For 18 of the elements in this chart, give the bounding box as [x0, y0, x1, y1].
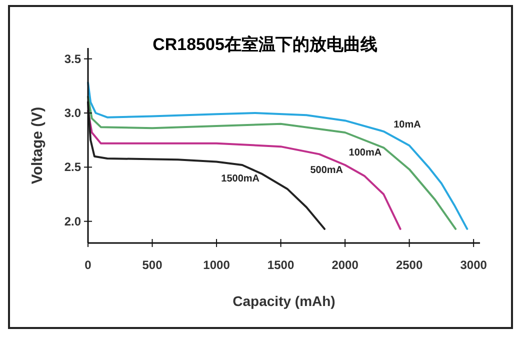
x-tick-label: 1000: [203, 258, 230, 272]
y-axis-title: Voltage (V): [29, 106, 46, 184]
x-axis-title: Capacity (mAh): [232, 293, 336, 309]
y-tick-label: 3.0: [64, 106, 82, 120]
series-label: 10mA: [394, 119, 421, 130]
chart-title: CR18505在室温下的放电曲线: [152, 35, 378, 54]
x-tick-label: 2500: [396, 258, 423, 272]
series-label: 100mA: [348, 148, 382, 159]
series-label: 1500mA: [221, 174, 260, 185]
series-label: 500mA: [310, 165, 344, 176]
y-tick-label: 3.5: [64, 52, 82, 66]
x-tick-label: 0: [84, 258, 92, 272]
x-tick-label: 1500: [267, 258, 294, 272]
y-tick-label: 2.0: [64, 214, 82, 228]
x-tick-label: 3000: [460, 258, 488, 272]
x-tick-label: 500: [142, 258, 163, 272]
y-tick-label: 2.5: [64, 160, 82, 174]
x-tick-label: 2000: [332, 258, 359, 272]
